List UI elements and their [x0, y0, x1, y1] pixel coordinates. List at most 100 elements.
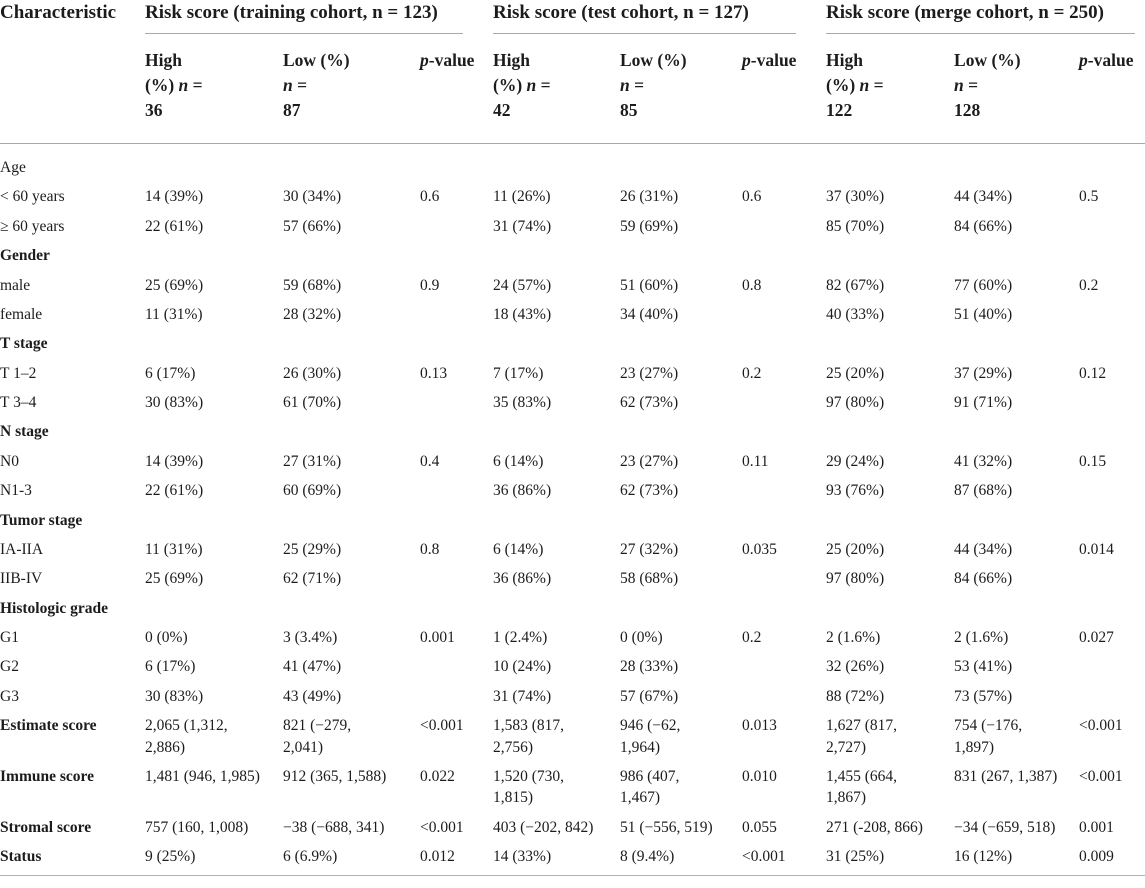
cell: 946 (−62, 1,964) — [620, 717, 681, 756]
cell — [742, 329, 826, 358]
table-row: Stromal score 757 (160, 1,008) −38 (−688, … — [0, 813, 1145, 842]
table-row: Status 9 (25%) 6 (6.9%) 0.012 14 (33%) 8 (9.4… — [0, 842, 1145, 877]
cell: 0.9 — [420, 276, 440, 294]
col-header-pvalue-test: p-value — [742, 34, 827, 145]
cell — [742, 212, 826, 241]
row-label: N0 — [0, 452, 19, 470]
cell: 0.4 — [420, 452, 440, 470]
cell: 0.035 — [742, 540, 777, 558]
cell: 25 (69%) — [145, 276, 204, 294]
cell: 0.055 — [742, 818, 777, 836]
cell — [826, 594, 954, 623]
cell — [145, 506, 283, 535]
table-row: T 3–4 30 (83%) 61 (70%) 35 (83%) 62 (73%) 97 … — [0, 388, 1145, 417]
cell — [1079, 594, 1145, 623]
table-header: Characteristic Risk score (training coho… — [0, 0, 1145, 145]
row-label: Histologic grade — [0, 599, 109, 617]
table-row: G3 30 (83%) 43 (49%) 31 (74%) 57 (67%) 88 (72… — [0, 682, 1145, 711]
cell: 0.6 — [420, 188, 440, 206]
cell: 97 (80%) — [826, 570, 885, 588]
col-header-high-training: High (%) n = 36 — [145, 34, 283, 145]
cell — [493, 506, 620, 535]
cell: 51 (−556, 519) — [620, 818, 713, 836]
table-row: male 25 (69%) 59 (68%) 0.9 24 (57%) 51 (60%) 0… — [0, 271, 1145, 300]
col-header-high-merge: High (%) n = 122 — [826, 34, 955, 145]
cell: 0 (0%) — [620, 629, 663, 647]
table-row: G1 0 (0%) 3 (3.4%) 0.001 1 (2.4%) 0 (0%) 0.2 2 … — [0, 623, 1145, 652]
cell: 0.027 — [1079, 629, 1114, 647]
row-label: T 1–2 — [0, 364, 37, 382]
cell — [1079, 506, 1145, 535]
group-label-test: Risk score (test cohort, n = 127) — [493, 2, 797, 34]
cell: 11 (31%) — [145, 540, 203, 558]
characteristic-header: Characteristic — [0, 0, 145, 145]
cell: 0.15 — [1079, 452, 1107, 470]
cell — [420, 652, 493, 681]
high-n-test: 42 — [493, 100, 511, 121]
row-label: IIB-IV — [0, 570, 43, 588]
cell: 6 (17%) — [145, 364, 196, 382]
cell — [742, 682, 826, 711]
cell: 0.010 — [742, 767, 777, 785]
section-row: Tumor stage — [0, 506, 1145, 535]
cell — [742, 652, 826, 681]
cell: 97 (80%) — [826, 394, 885, 412]
row-label: G2 — [0, 658, 19, 676]
cell — [954, 144, 1079, 183]
cell: <0.001 — [420, 717, 464, 735]
cell — [1079, 652, 1145, 681]
cell: 59 (69%) — [620, 217, 679, 235]
cell: 1,455 (664, 1,867) — [826, 767, 898, 807]
cell: 2,065 (1,312, 2,886) — [145, 717, 228, 756]
table-row: < 60 years 14 (39%) 30 (34%) 0.6 11 (26%) 26 … — [0, 182, 1145, 211]
cell: 57 (67%) — [620, 687, 679, 705]
row-label: female — [0, 305, 43, 323]
cell — [742, 241, 826, 270]
cell: 37 (29%) — [954, 364, 1013, 382]
cell — [826, 329, 954, 358]
section-row: N stage — [0, 417, 1145, 446]
cell: 36 (86%) — [493, 570, 552, 588]
cell — [493, 144, 620, 183]
cell: 84 (66%) — [954, 217, 1013, 235]
cell — [145, 241, 283, 270]
cell: 87 (68%) — [954, 482, 1013, 500]
table-row: IIB-IV 25 (69%) 62 (71%) 36 (86%) 58 (68%) 97… — [0, 564, 1145, 593]
cell: 84 (66%) — [954, 570, 1013, 588]
cell: 1,627 (817, 2,727) — [826, 717, 898, 756]
cell — [620, 329, 742, 358]
cell: 6 (14%) — [493, 540, 544, 558]
cell — [742, 388, 826, 417]
row-label: G3 — [0, 687, 19, 705]
group-header-training: Risk score (training cohort, n = 123) — [145, 0, 493, 34]
cell: 6 (14%) — [493, 452, 544, 470]
cell — [742, 564, 826, 593]
row-label: N stage — [0, 423, 49, 441]
cell: 91 (71%) — [954, 394, 1013, 412]
cell: 34 (40%) — [620, 305, 679, 323]
cell: 61 (70%) — [283, 394, 342, 412]
cell: 0.001 — [420, 629, 455, 647]
cell — [742, 594, 826, 623]
cell: 11 (26%) — [493, 188, 551, 206]
group-header-row: Characteristic Risk score (training coho… — [0, 0, 1145, 145]
cell: −34 (−659, 518) — [954, 818, 1056, 836]
cell: 0.5 — [1079, 188, 1099, 206]
cell — [420, 564, 493, 593]
cell: 0.11 — [742, 452, 769, 470]
cell — [620, 506, 742, 535]
cell: 0.009 — [1079, 842, 1145, 877]
cell: 0.001 — [1079, 818, 1114, 836]
cell: 18 (43%) — [493, 305, 552, 323]
cell: 2 (1.6%) — [826, 629, 881, 647]
cell — [420, 144, 493, 183]
table-body: Age < 60 years 14 (39%) 30 (34%) 0.6 11 (26%)… — [0, 144, 1145, 877]
col-header-low-test: Low (%) n = 85 — [620, 34, 742, 145]
subheader-row: High (%) n = 36 Low (%) n = 87 p-value H… — [0, 34, 1145, 145]
low-n-test: 85 — [620, 100, 638, 121]
cell — [954, 506, 1079, 535]
section-row: T stage — [0, 329, 1145, 358]
section-row: Histologic grade — [0, 594, 1145, 623]
cell — [493, 594, 620, 623]
row-label: male — [0, 276, 31, 294]
